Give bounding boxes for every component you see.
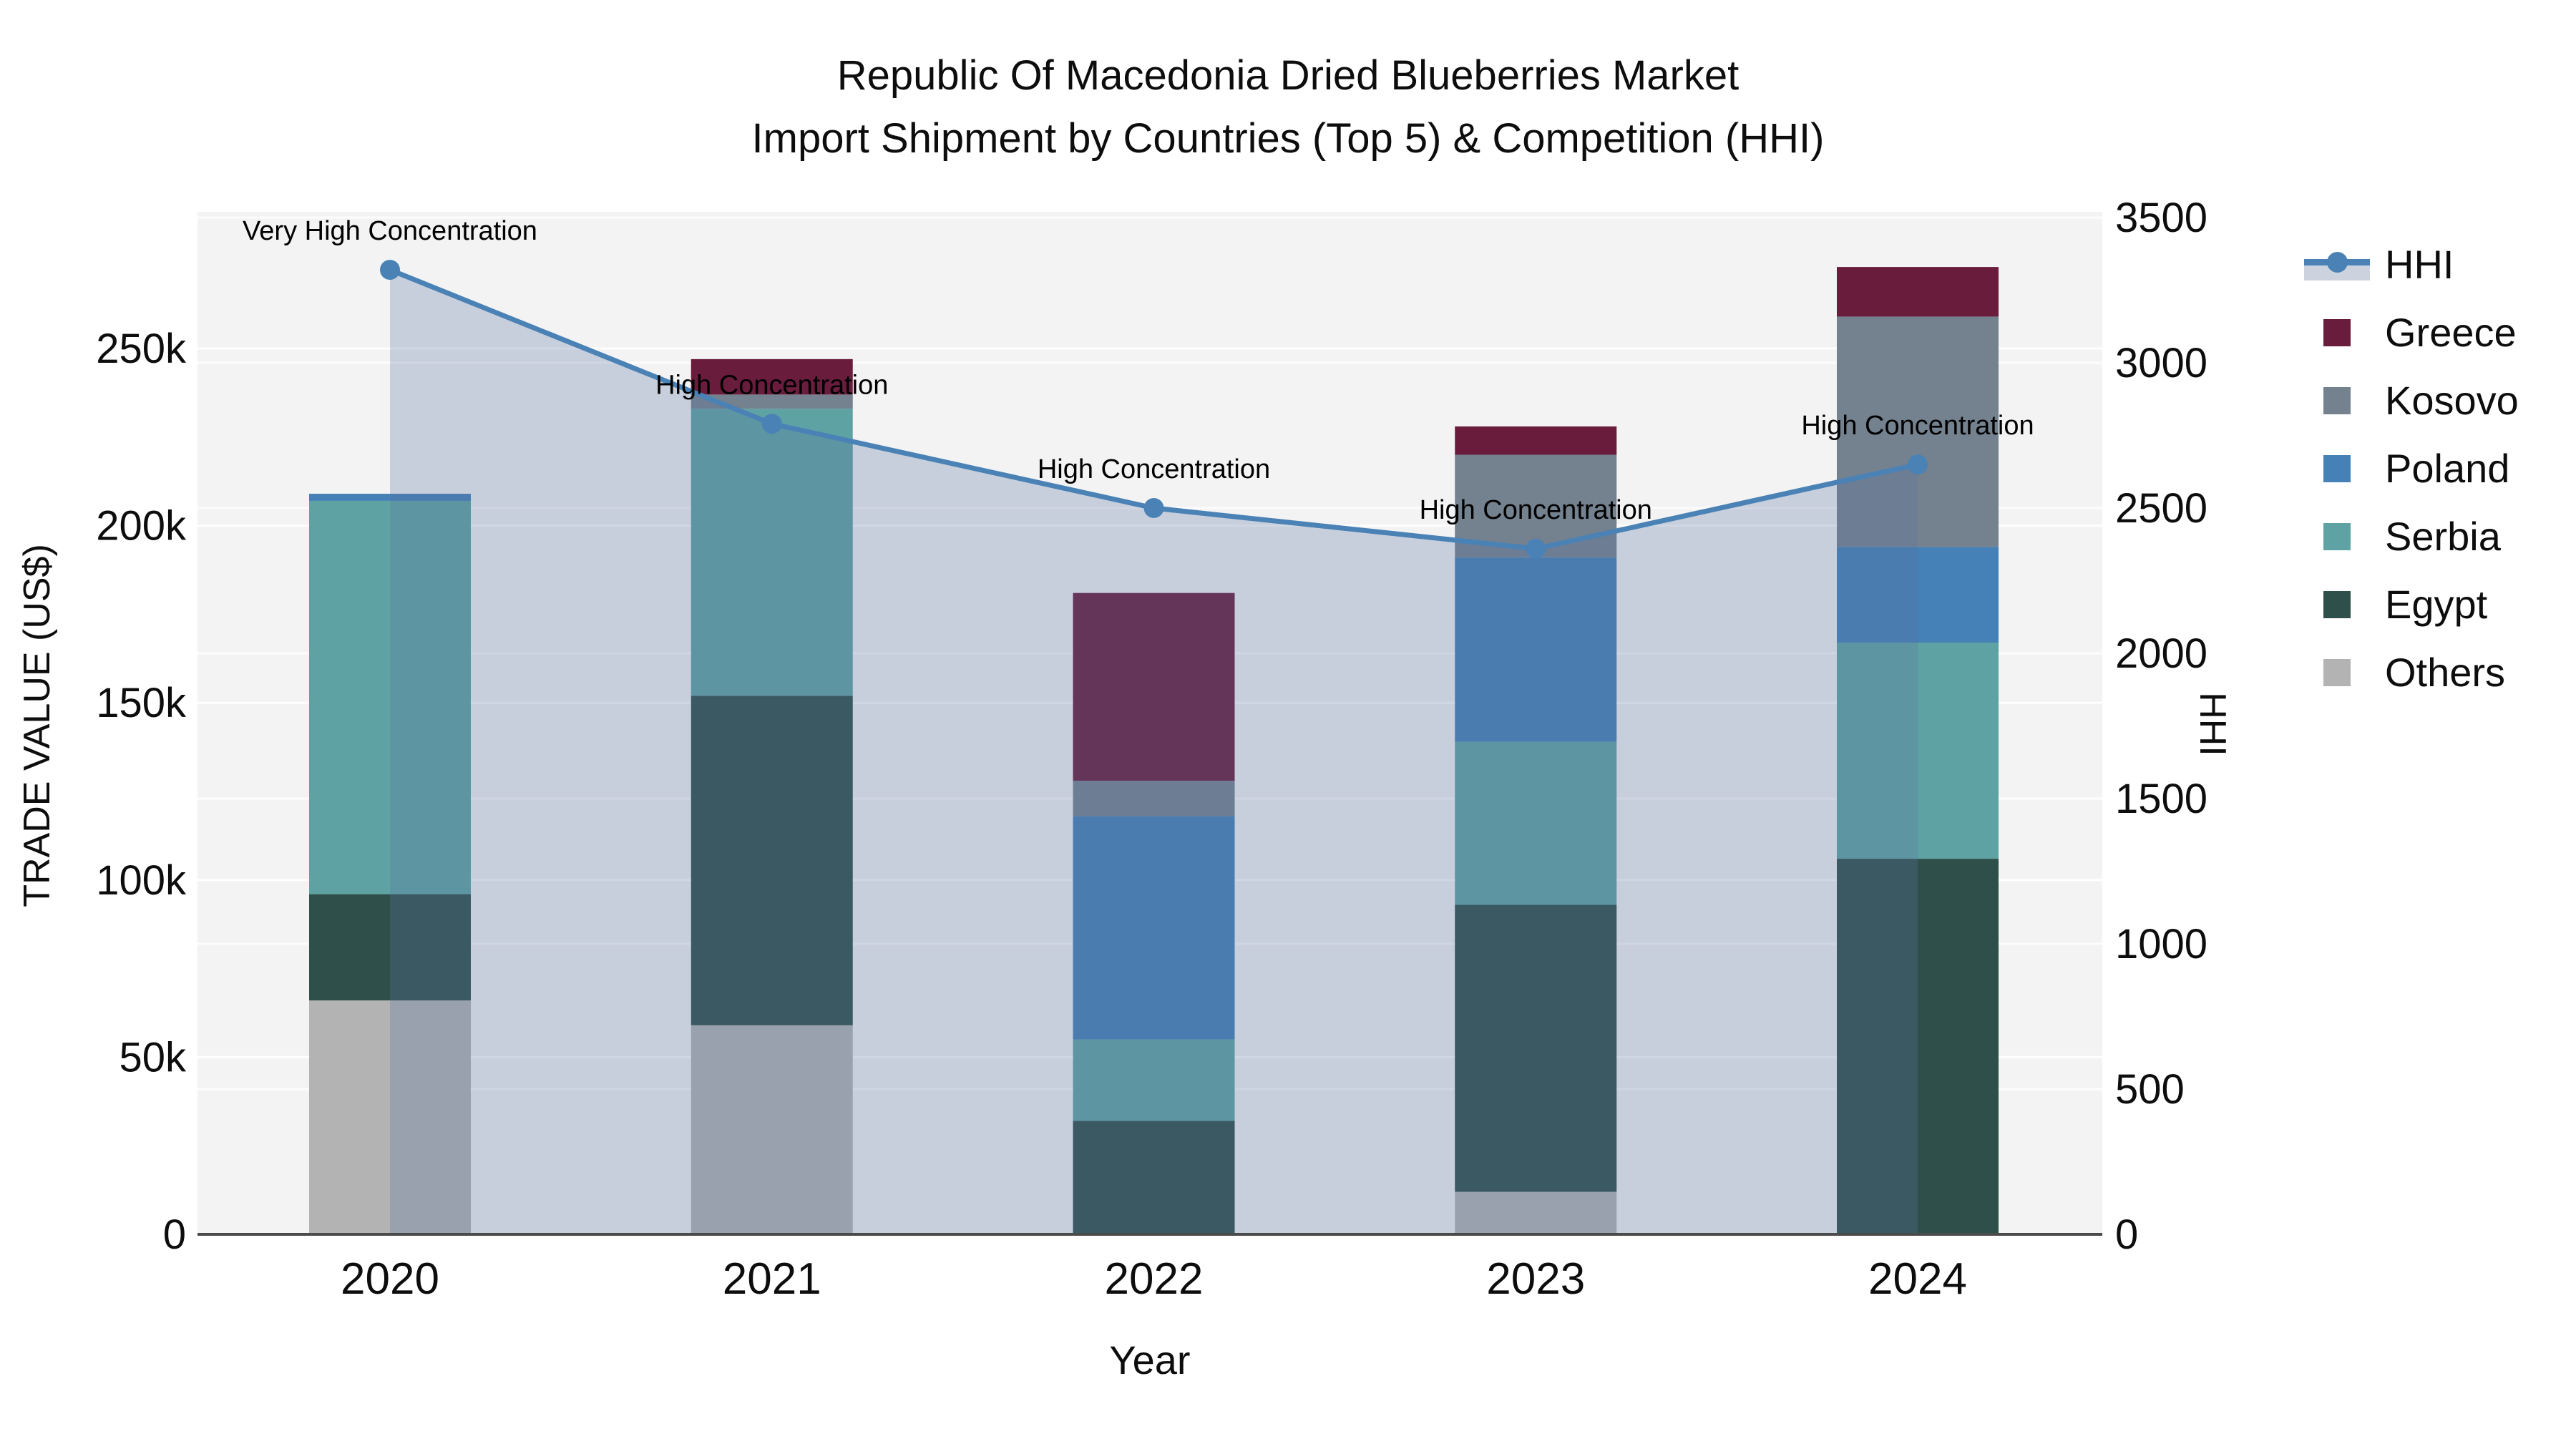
legend-label: Others [2385,650,2506,695]
hhi-area-fill [390,270,1918,1235]
y-left-tick-label: 200k [96,503,187,550]
bar-segment-greece-2021[interactable] [691,358,853,395]
bar-segment-serbia-2024[interactable] [1837,643,1999,859]
y-right-tick-label: 2500 [2115,485,2207,532]
chart-title: Republic Of Macedonia Dried Blueberries … [0,44,2576,170]
bar-segment-poland-2023[interactable] [1455,557,1617,742]
hhi-marker-2021[interactable] [761,414,782,434]
bar-segment-poland-2022[interactable] [1073,816,1235,1040]
y-left-tick-label: 50k [119,1034,187,1080]
legend-item-hhi[interactable]: HHI [2304,230,2569,298]
y-left-tick-label: 0 [163,1211,186,1258]
y-right-tick-label: 2000 [2115,630,2207,677]
legend: HHI Greece Kosovo Poland Serbia Egypt Ot… [2304,230,2569,706]
y-right-tick-label: 1500 [2115,776,2207,822]
bar-segment-serbia-2020[interactable] [309,500,471,894]
legend-item-serbia[interactable]: Serbia [2304,502,2569,570]
y-left-tick-label: 250k [96,326,187,372]
legend-label: HHI [2385,242,2454,287]
y-right-tick-label: 1000 [2115,921,2207,967]
hhi-marker-2020[interactable] [380,260,400,280]
kosovo-swatch-icon [2323,386,2351,414]
x-tick-label-2024: 2024 [1868,1254,1967,1304]
x-tick-label-2023: 2023 [1486,1254,1585,1304]
serbia-swatch-icon [2323,522,2351,550]
bar-segment-kosovo-2022[interactable] [1073,781,1235,816]
legend-item-kosovo[interactable]: Kosovo [2304,366,2569,434]
bar-segment-serbia-2021[interactable] [691,409,853,696]
y-right-tick-label: 3000 [2115,340,2207,386]
annotation-2022: High Concentration [1038,454,1270,484]
legend-label: Greece [2385,310,2517,355]
bar-segment-egypt-2020[interactable] [309,894,471,1001]
legend-label: Kosovo [2385,378,2519,423]
bar-segment-greece-2022[interactable] [1073,592,1235,781]
bar-segment-greece-2023[interactable] [1455,426,1617,455]
bar-segment-serbia-2023[interactable] [1455,741,1617,905]
annotation-2020: Very High Concentration [243,216,537,246]
hhi-marker-2024[interactable] [1908,454,1928,475]
y-right-tick-label: 500 [2115,1066,2185,1113]
y-axis-title-left: TRADE VALUE (US$) [16,544,58,907]
hhi-marker-2023[interactable] [1526,538,1546,559]
bar-segment-others-2021[interactable] [691,1025,853,1234]
bar-segment-egypt-2022[interactable] [1073,1121,1235,1234]
chart-title-line2: Import Shipment by Countries (Top 5) & C… [751,115,1825,162]
others-swatch-icon [2323,658,2351,686]
legend-item-others[interactable]: Others [2304,638,2569,706]
x-tick-label-2022: 2022 [1105,1254,1204,1304]
bar-segment-poland-2020[interactable] [309,494,471,501]
y-axis-title-right: HHI [2192,692,2233,756]
annotation-2021: High Concentration [655,370,888,400]
greece-swatch-icon [2323,318,2351,346]
bar-segment-others-2020[interactable] [309,1000,471,1234]
legend-label: Egypt [2385,582,2488,627]
bar-segment-kosovo-2024[interactable] [1837,316,1999,547]
bar-segment-egypt-2024[interactable] [1837,859,1999,1234]
hhi-line-sample-icon [2304,249,2370,280]
chart-title-line1: Republic Of Macedonia Dried Blueberries … [836,52,1740,99]
annotation-2023: High Concentration [1420,495,1652,525]
hhi-marker-2022[interactable] [1143,498,1164,518]
y-left-tick-label: 150k [96,680,187,726]
egypt-swatch-icon [2323,590,2351,618]
bar-segment-egypt-2021[interactable] [691,696,853,1025]
legend-item-egypt[interactable]: Egypt [2304,570,2569,638]
x-tick-label-2020: 2020 [341,1254,439,1304]
bar-segment-egypt-2023[interactable] [1455,904,1617,1192]
bar-segment-poland-2024[interactable] [1837,547,1999,643]
x-tick-label-2021: 2021 [723,1254,821,1304]
poland-swatch-icon [2323,454,2351,482]
legend-label: Poland [2385,446,2510,491]
bar-segment-serbia-2022[interactable] [1073,1039,1235,1121]
y-left-tick-label: 100k [96,857,187,904]
y-right-tick-label: 3500 [2115,195,2207,241]
annotation-2024: High Concentration [1801,411,2034,441]
bar-segment-others-2023[interactable] [1455,1191,1617,1234]
legend-item-greece[interactable]: Greece [2304,298,2569,366]
bar-segment-greece-2024[interactable] [1837,267,1999,317]
x-axis-title: Year [1109,1337,1191,1382]
legend-label: Serbia [2385,514,2501,559]
legend-item-poland[interactable]: Poland [2304,434,2569,502]
y-right-tick-label: 0 [2115,1211,2138,1258]
